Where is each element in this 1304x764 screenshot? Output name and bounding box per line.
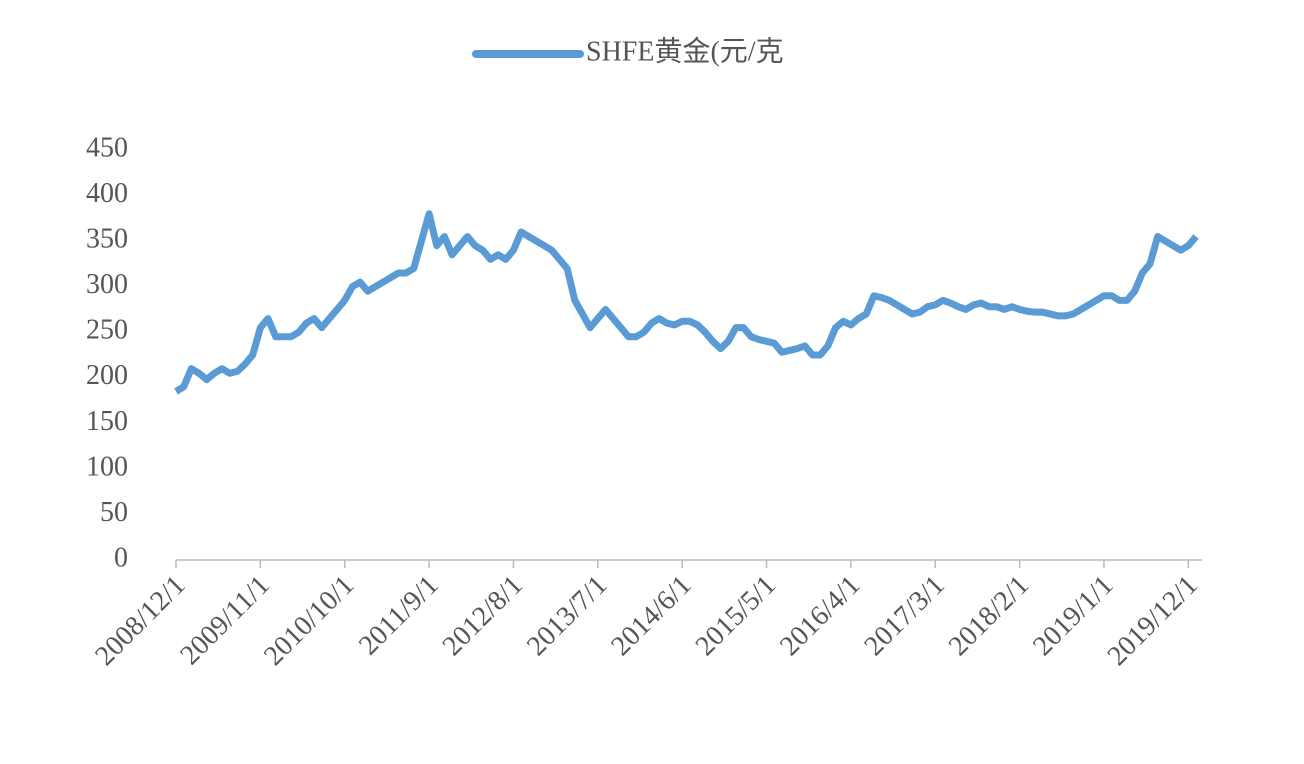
y-tick-label: 50: [100, 497, 128, 528]
y-tick-label: 100: [86, 451, 128, 482]
x-tick-label: 2010/10/1: [258, 570, 360, 672]
data-line: [174, 210, 1199, 395]
x-tick-label: 2019/12/1: [1102, 570, 1204, 672]
x-tick-label: 2016/4/1: [774, 570, 866, 662]
y-tick-label: 250: [86, 315, 128, 346]
y-tick-label: 200: [86, 360, 128, 391]
y-tick-label: 150: [86, 406, 128, 437]
y-tick-label: 0: [114, 542, 128, 573]
y-tick-label: 400: [86, 178, 128, 209]
x-tick-label: 2011/9/1: [353, 570, 445, 662]
y-tick-label: 350: [86, 224, 128, 255]
x-tick-label: 2012/8/1: [437, 570, 529, 662]
x-tick-label: 2018/2/1: [943, 570, 1035, 662]
x-tick-label: 2013/7/1: [521, 570, 613, 662]
y-tick-label: 300: [86, 269, 128, 300]
x-tick-label: 2014/6/1: [605, 570, 697, 662]
x-tick-label: 2015/5/1: [690, 570, 782, 662]
legend-label: SHFE黄金(元/克: [586, 35, 784, 67]
x-tick-label: 2008/12/1: [89, 570, 191, 672]
y-tick-label: 450: [86, 132, 128, 163]
x-tick-label: 2017/3/1: [858, 570, 950, 662]
x-tick-label: 2009/11/1: [174, 570, 275, 671]
